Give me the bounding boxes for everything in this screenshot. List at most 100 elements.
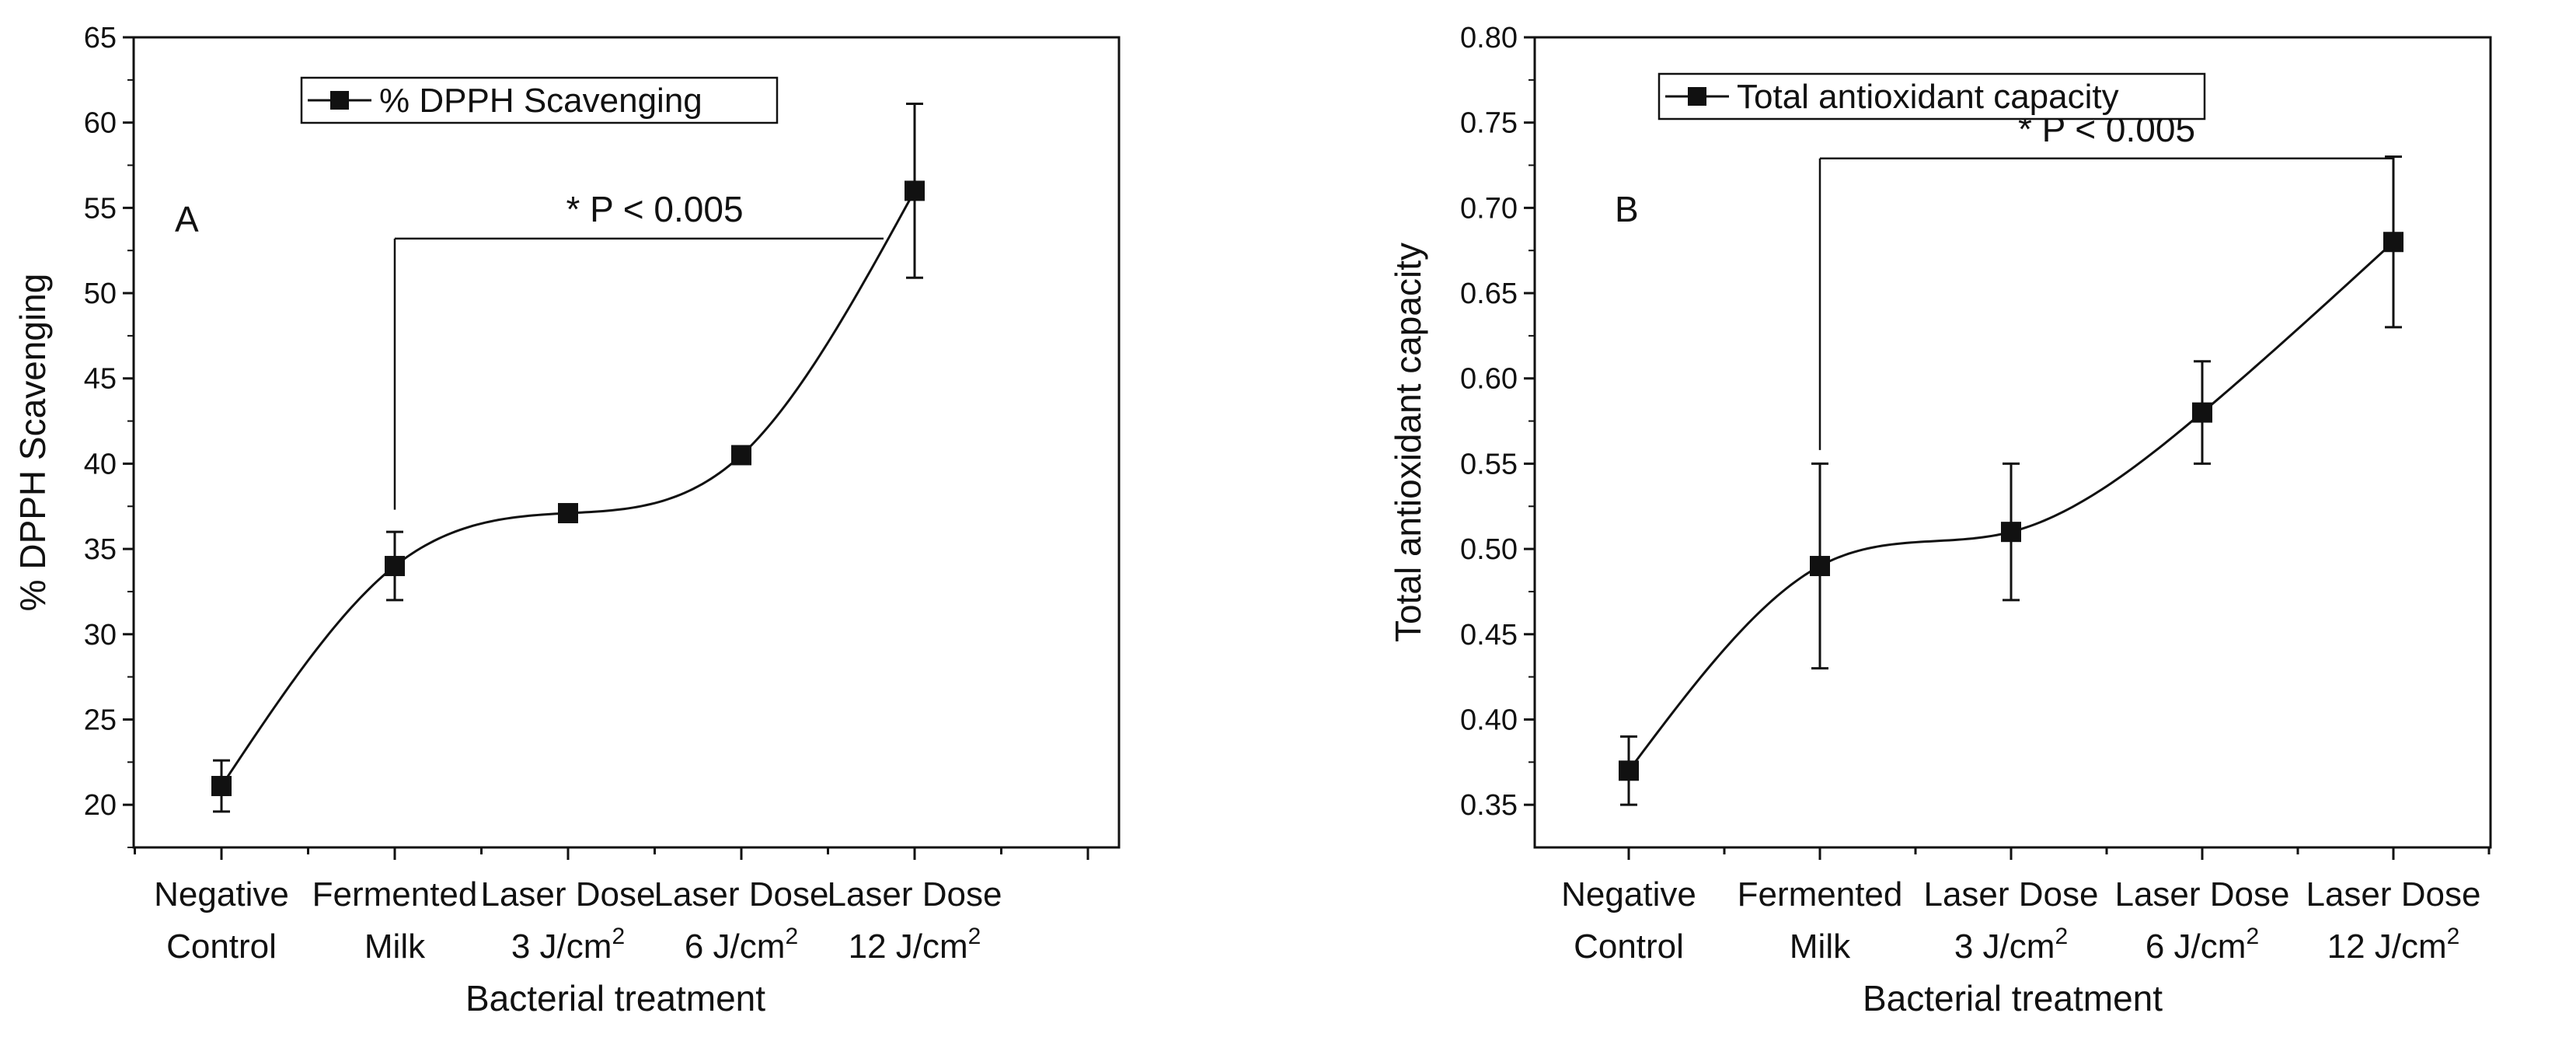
- y-tick-label: 0.45: [1460, 619, 1518, 651]
- x-category-label: Laser Dose 3 J/cm2: [480, 875, 655, 966]
- x-category-line2-text: Control: [166, 927, 277, 966]
- legend-label: Total antioxidant capacity: [1737, 78, 2119, 116]
- y-tick-label: 30: [84, 619, 117, 651]
- y-tick-label: 0.65: [1460, 278, 1518, 310]
- x-category-line2: Control: [1574, 927, 1684, 966]
- y-tick-label: 40: [84, 448, 117, 480]
- x-category-line2: Milk: [364, 927, 426, 966]
- x-category-line2-text: Control: [1574, 927, 1684, 966]
- y-tick-label: 0.50: [1460, 533, 1518, 566]
- x-category-superscript: 2: [2447, 924, 2460, 949]
- data-point: [385, 556, 405, 577]
- significance-bracket: * P < 0.005: [1818, 109, 2393, 450]
- legend: Total antioxidant capacity: [1657, 72, 2206, 121]
- x-category-label: Laser Dose 6 J/cm2: [2114, 875, 2289, 966]
- legend: % DPPH Scavenging: [300, 76, 779, 124]
- y-tick-label: 25: [84, 704, 117, 736]
- x-category-line2: Milk: [1790, 927, 1851, 966]
- y-tick-label: 0.35: [1460, 789, 1518, 822]
- x-category-line2: 12 J/cm2: [2327, 924, 2460, 966]
- x-category-line2-text: Milk: [364, 927, 426, 966]
- x-category-line2-text: 12 J/cm: [849, 927, 968, 966]
- x-category-line1: Fermented: [312, 875, 478, 913]
- x-category-label: Laser Dose 12 J/cm2: [2306, 875, 2480, 966]
- x-category-line1: Laser Dose: [1923, 875, 2098, 913]
- y-tick-label: 0.80: [1460, 22, 1518, 54]
- x-category-line1: Laser Dose: [480, 875, 655, 913]
- chart-panel-a: 20 25 30 35 40 45 50 55 60 65 Negative Control Ferme…: [12, 22, 1121, 1018]
- x-category-line2: Control: [166, 927, 277, 966]
- y-axis-label: % DPPH Scavenging: [12, 274, 53, 612]
- x-axis-label: Bacterial treatment: [1863, 978, 2163, 1018]
- x-category-label: Negative Control: [1561, 875, 1696, 966]
- y-tick-label: 60: [84, 107, 117, 140]
- y-tick-label: 0.75: [1460, 107, 1518, 140]
- significance-label: * P < 0.005: [566, 189, 743, 229]
- y-axis-label: Total antioxidant capacity: [1388, 243, 1428, 642]
- x-category-line2-text: 3 J/cm: [1954, 927, 2055, 966]
- x-category-line2: 6 J/cm2: [2146, 924, 2259, 966]
- y-tick-label: 0.55: [1460, 448, 1518, 480]
- x-category-superscript: 2: [612, 924, 625, 949]
- y-tick-label: 50: [84, 278, 117, 310]
- x-category-line2: 12 J/cm2: [849, 924, 981, 966]
- data-point: [731, 445, 751, 466]
- x-category-line1: Laser Dose: [654, 875, 828, 913]
- x-category-line1: Fermented: [1738, 875, 1903, 913]
- x-category-line1: Negative: [154, 875, 289, 913]
- chart-panel-b: 0.35 0.40 0.45 0.50 0.55 0.60 0.65 0.70 0.75 0.80…: [1388, 22, 2492, 1018]
- y-tick-label: 35: [84, 533, 117, 566]
- plot-frame: [1533, 36, 2492, 849]
- y-tick-label: 55: [84, 192, 117, 225]
- legend-label: % DPPH Scavenging: [379, 82, 702, 120]
- x-category-line2-text: 12 J/cm: [2327, 927, 2447, 966]
- x-category-line1: Negative: [1561, 875, 1696, 913]
- x-category-line1: Laser Dose: [2114, 875, 2289, 913]
- x-axis-label: Bacterial treatment: [465, 978, 765, 1018]
- y-tick-label: 0.40: [1460, 704, 1518, 736]
- x-category-superscript: 2: [785, 924, 798, 949]
- significance-bracket: * P < 0.005: [393, 189, 884, 510]
- x-category-line2-text: 6 J/cm: [2146, 927, 2247, 966]
- y-tick-label: 65: [84, 22, 117, 54]
- x-category-line1: Laser Dose: [2306, 875, 2480, 913]
- data-point: [558, 503, 578, 524]
- legend-marker: [330, 91, 349, 110]
- y-axis: 0.35 0.40 0.45 0.50 0.55 0.60 0.65 0.70 0.75 0.80: [1460, 22, 1535, 822]
- data-point: [2192, 402, 2212, 423]
- data-point: [905, 180, 925, 201]
- x-category-line1: Laser Dose: [827, 875, 1002, 913]
- x-category-line2-text: 6 J/cm: [685, 927, 786, 966]
- legend-box: [300, 76, 779, 124]
- x-category-line2: 6 J/cm2: [685, 924, 798, 966]
- plot-frame: [132, 36, 1121, 849]
- x-category-label: Fermented Milk: [312, 875, 478, 966]
- data-point: [2383, 232, 2403, 253]
- y-tick-label: 0.70: [1460, 192, 1518, 225]
- x-axis: Negative Control Fermented Milk Laser Dose 3 …: [134, 847, 1089, 966]
- data-point: [2001, 522, 2021, 543]
- panel-label: A: [175, 199, 199, 239]
- legend-marker: [1688, 87, 1706, 106]
- x-category-line2-text: Milk: [1790, 927, 1851, 966]
- data-point: [211, 776, 232, 797]
- y-tick-label: 0.60: [1460, 363, 1518, 396]
- y-tick-label: 45: [84, 363, 117, 396]
- series-line: [220, 190, 916, 787]
- x-category-label: Laser Dose 12 J/cm2: [827, 875, 1002, 966]
- x-category-label: Fermented Milk: [1738, 875, 1903, 966]
- data-point: [1619, 760, 1639, 781]
- data-point: [1810, 556, 1830, 577]
- x-category-superscript: 2: [2246, 924, 2259, 949]
- legend-box: [1657, 72, 2206, 121]
- x-category-label: Laser Dose 6 J/cm2: [654, 875, 828, 966]
- panel-label: B: [1615, 189, 1639, 229]
- x-category-label: Negative Control: [154, 875, 289, 966]
- y-tick-label: 20: [84, 789, 117, 822]
- x-axis: Negative Control Fermented Milk Laser Dose 3 …: [1561, 847, 2491, 966]
- y-axis: 20 25 30 35 40 45 50 55 60 65: [84, 22, 134, 848]
- x-category-line2: 3 J/cm2: [511, 924, 625, 966]
- x-category-superscript: 2: [2055, 924, 2068, 949]
- x-category-superscript: 2: [968, 924, 981, 949]
